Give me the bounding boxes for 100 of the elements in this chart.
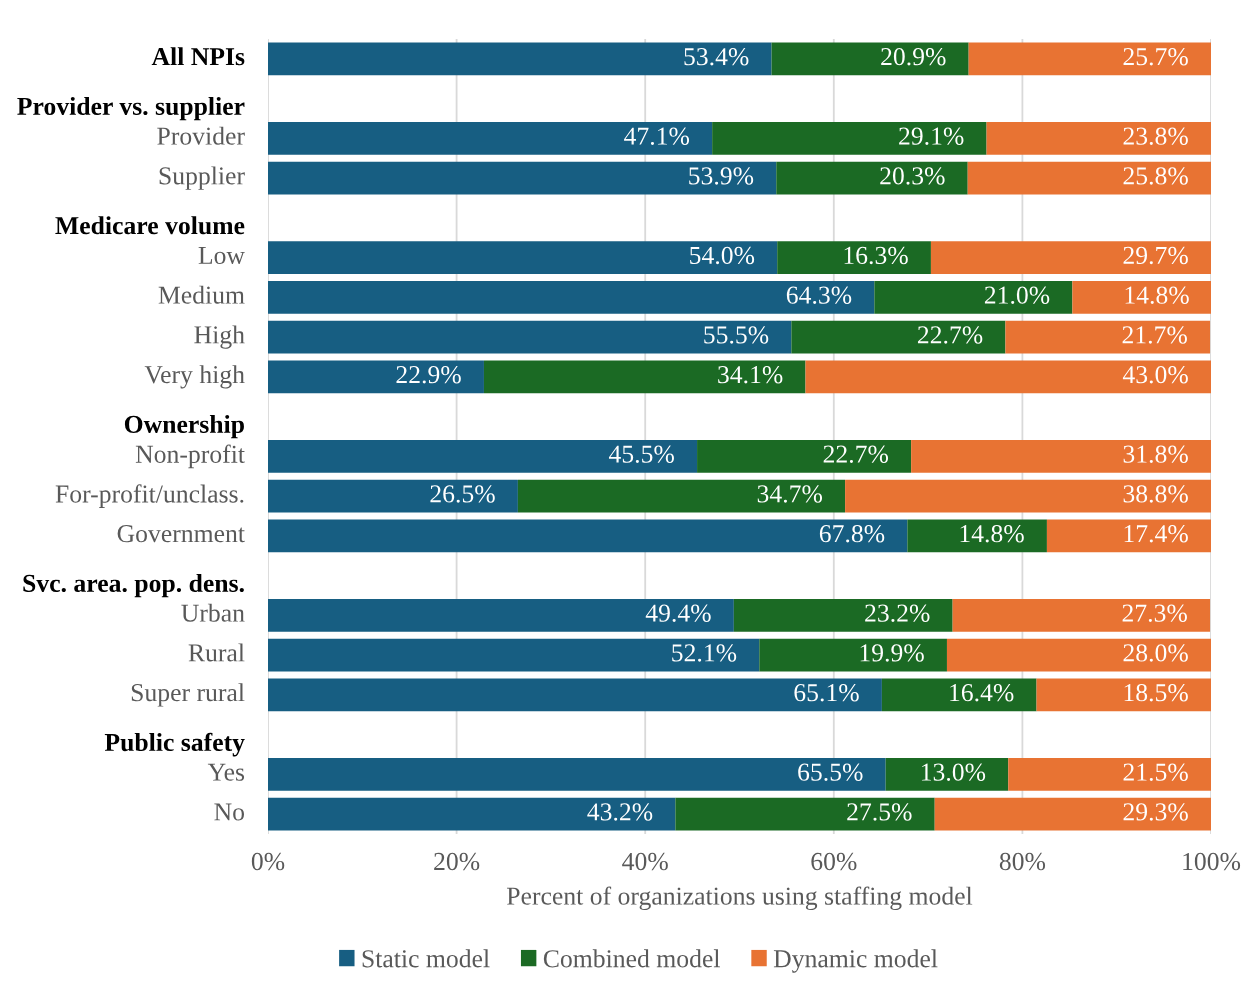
bar bbox=[1072, 280, 1211, 314]
bar bbox=[268, 280, 875, 314]
data-label: 43.2% bbox=[587, 803, 653, 821]
data-label: 55.5% bbox=[704, 326, 769, 344]
data-label: 52.1% bbox=[672, 644, 737, 662]
data-label: 22.9% bbox=[396, 365, 461, 384]
bar bbox=[759, 638, 947, 672]
data-label: 53.9% bbox=[689, 167, 754, 185]
data-label: 17.4% bbox=[1124, 524, 1188, 543]
data-label: 21.5% bbox=[1123, 763, 1188, 781]
y-tick-label: Public safety bbox=[104, 732, 245, 757]
y-tick-label: Very high bbox=[144, 365, 245, 389]
legend-label: Combined model bbox=[543, 949, 720, 968]
y-tick-label: Provider vs. supplier bbox=[17, 96, 245, 121]
y-tick-label: Medium bbox=[158, 285, 245, 304]
data-label: 14.8% bbox=[1125, 286, 1189, 304]
data-label: 27.3% bbox=[1122, 604, 1187, 622]
data-label: 28.0% bbox=[1123, 644, 1188, 662]
bar bbox=[874, 280, 1073, 314]
data-label: 26.5% bbox=[430, 485, 495, 503]
data-label: 18.5% bbox=[1124, 683, 1188, 702]
bar bbox=[483, 360, 806, 394]
y-tick-label: No bbox=[214, 803, 245, 821]
x-tick-label: 20% bbox=[434, 852, 480, 871]
y-tick-label: High bbox=[194, 325, 245, 349]
data-label: 43.0% bbox=[1122, 365, 1188, 384]
bar bbox=[268, 121, 713, 155]
bar bbox=[268, 241, 778, 275]
data-label: 23.8% bbox=[1123, 127, 1188, 145]
bar bbox=[791, 320, 1006, 354]
data-label: 21.0% bbox=[984, 286, 1050, 304]
y-tick-label: Yes bbox=[207, 763, 245, 781]
x-tick-label: 100% bbox=[1183, 852, 1241, 871]
bar bbox=[712, 121, 987, 155]
data-label: 21.7% bbox=[1122, 326, 1187, 344]
bar bbox=[1036, 678, 1211, 712]
data-label: 25.8% bbox=[1123, 167, 1188, 185]
y-tick-label: For-profit/unclass. bbox=[55, 484, 244, 508]
bar bbox=[930, 241, 1211, 275]
y-tick-label: Supplier bbox=[159, 166, 245, 190]
bar bbox=[771, 42, 969, 76]
data-label: 20.9% bbox=[881, 47, 946, 66]
data-label: 14.8% bbox=[960, 524, 1024, 543]
x-tick-label: 60% bbox=[811, 852, 857, 871]
data-label: 25.7% bbox=[1123, 47, 1188, 66]
data-label: 16.3% bbox=[844, 246, 908, 265]
bar bbox=[907, 519, 1047, 553]
bar bbox=[268, 320, 792, 354]
bar bbox=[268, 598, 734, 632]
data-label: 47.1% bbox=[624, 127, 690, 145]
x-tick-label: 40% bbox=[622, 852, 668, 871]
bar bbox=[268, 479, 518, 513]
x-axis-title: Percent of organizations using staffing model bbox=[507, 886, 973, 911]
data-label: 23.2% bbox=[865, 604, 930, 622]
y-tick-label: Medicare volume bbox=[55, 216, 245, 235]
bar bbox=[268, 439, 698, 473]
data-label: 34.1% bbox=[718, 365, 783, 384]
bar bbox=[268, 678, 882, 712]
bar bbox=[697, 439, 912, 473]
bar bbox=[1046, 519, 1211, 553]
data-label: 20.3% bbox=[880, 167, 945, 185]
data-label: 67.8% bbox=[819, 524, 885, 543]
bar bbox=[777, 241, 931, 275]
data-label: 29.7% bbox=[1123, 246, 1188, 265]
data-label: 45.5% bbox=[608, 445, 674, 463]
data-label: 64.3% bbox=[786, 286, 852, 304]
y-tick-label: All NPIs bbox=[151, 47, 245, 66]
y-tick-label: Low bbox=[198, 246, 245, 265]
bar bbox=[885, 757, 1009, 791]
bar bbox=[268, 757, 886, 791]
bar bbox=[968, 42, 1211, 76]
bar bbox=[845, 479, 1211, 513]
data-label: 29.1% bbox=[899, 127, 964, 145]
bar bbox=[517, 479, 846, 513]
data-label: 49.4% bbox=[645, 604, 711, 622]
bar bbox=[952, 598, 1211, 632]
y-tick-label: Ownership bbox=[124, 414, 244, 439]
legend-label: Dynamic model bbox=[773, 949, 938, 973]
bar bbox=[268, 519, 908, 553]
y-tick-label: Svc. area. pop. dens. bbox=[23, 573, 244, 598]
x-tick-label: 80% bbox=[999, 852, 1046, 871]
data-label: 22.7% bbox=[917, 326, 983, 344]
bar bbox=[268, 360, 484, 394]
data-label: 16.4% bbox=[950, 683, 1014, 702]
bar bbox=[268, 42, 772, 76]
bar bbox=[1005, 320, 1211, 354]
bar bbox=[733, 598, 953, 632]
bar bbox=[946, 638, 1211, 672]
bar bbox=[776, 161, 968, 195]
legend-label: Static model bbox=[362, 949, 490, 968]
bar bbox=[268, 638, 760, 672]
data-label: 65.1% bbox=[794, 683, 859, 702]
data-label: 34.7% bbox=[757, 485, 823, 503]
data-label: 31.8% bbox=[1123, 445, 1188, 463]
y-tick-label: Provider bbox=[157, 126, 245, 145]
data-label: 53.4% bbox=[684, 47, 749, 66]
x-tick-label: 0% bbox=[251, 852, 285, 871]
bar bbox=[1008, 757, 1211, 791]
bar bbox=[675, 797, 935, 831]
bar bbox=[934, 797, 1211, 831]
